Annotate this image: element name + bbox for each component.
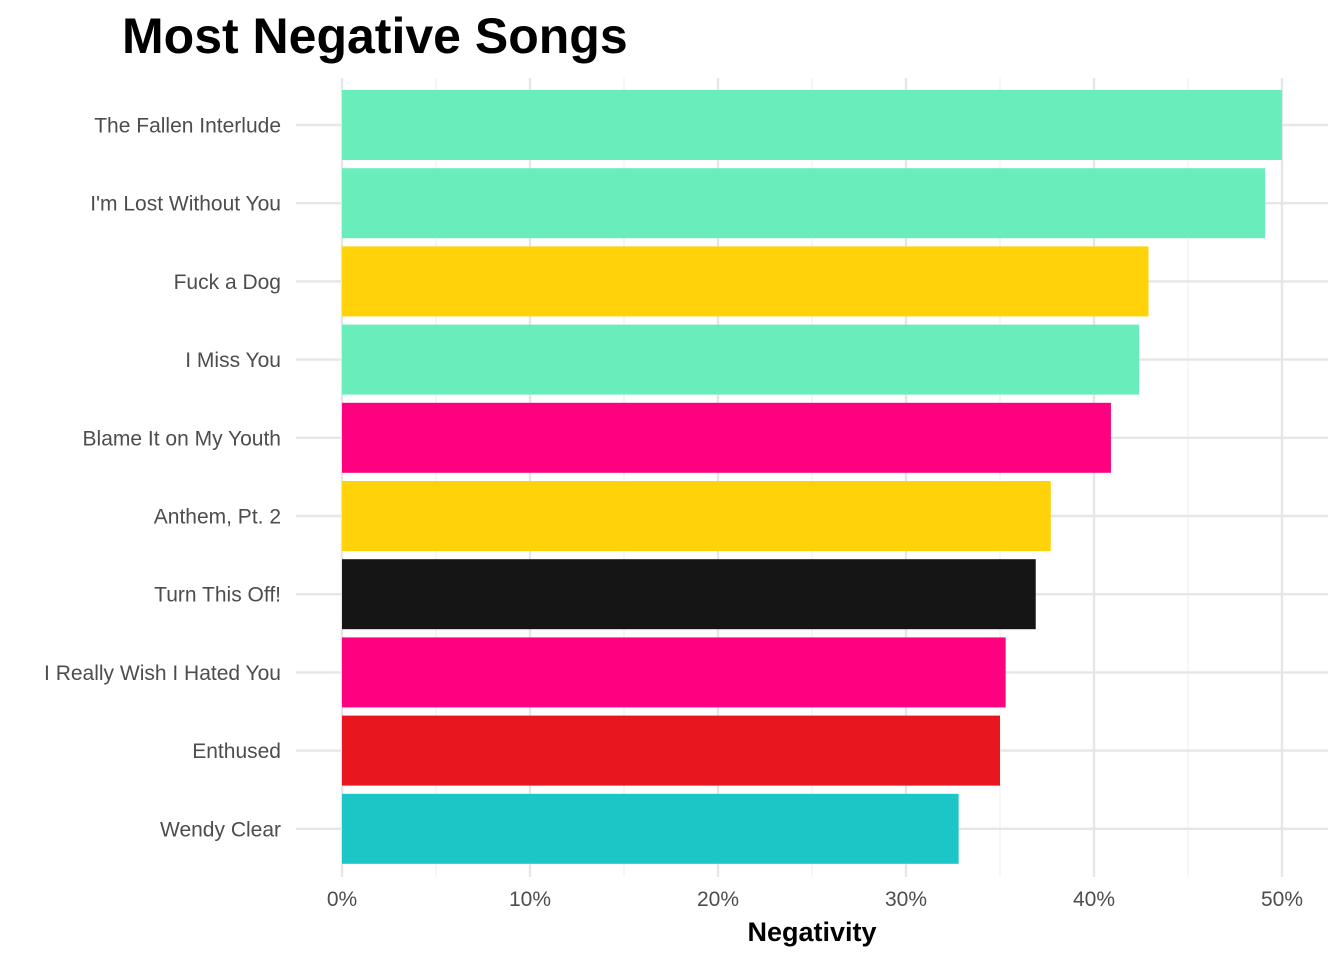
x-tick-label: 0% xyxy=(327,888,357,911)
x-tick-label: 20% xyxy=(697,888,739,911)
bar xyxy=(342,246,1149,317)
x-tick-label: 30% xyxy=(885,888,927,911)
bar xyxy=(342,559,1036,630)
bar xyxy=(342,324,1140,395)
x-axis-title: Negativity xyxy=(747,917,876,947)
bar xyxy=(342,793,959,864)
y-tick-label: I'm Lost Without You xyxy=(90,193,281,216)
bar xyxy=(342,637,1006,708)
bar xyxy=(342,168,1266,239)
y-tick-label: Enthused xyxy=(192,740,281,763)
y-tick-label: Blame It on My Youth xyxy=(83,427,281,450)
bar xyxy=(342,481,1051,551)
bars xyxy=(342,90,1282,864)
x-axis-labels: 0% 10% 20% 30% 40% 50% xyxy=(327,888,1303,911)
bar xyxy=(342,402,1111,473)
y-axis-labels: The Fallen Interlude I'm Lost Without You… xyxy=(44,115,281,842)
bar xyxy=(342,90,1282,160)
x-tick-label: 10% xyxy=(509,888,551,911)
x-tick-label: 50% xyxy=(1261,888,1303,911)
y-tick-label: Anthem, Pt. 2 xyxy=(154,506,281,529)
bar xyxy=(342,715,1000,786)
y-tick-label: I Miss You xyxy=(185,349,281,372)
chart-title: Most Negative Songs xyxy=(122,8,628,64)
y-tick-label: Fuck a Dog xyxy=(174,271,281,294)
y-tick-label: The Fallen Interlude xyxy=(94,115,281,138)
x-tick-label: 40% xyxy=(1073,888,1115,911)
y-tick-label: Wendy Clear xyxy=(160,818,281,841)
y-tick-label: I Really Wish I Hated You xyxy=(44,662,281,685)
y-tick-label: Turn This Off! xyxy=(154,584,281,607)
